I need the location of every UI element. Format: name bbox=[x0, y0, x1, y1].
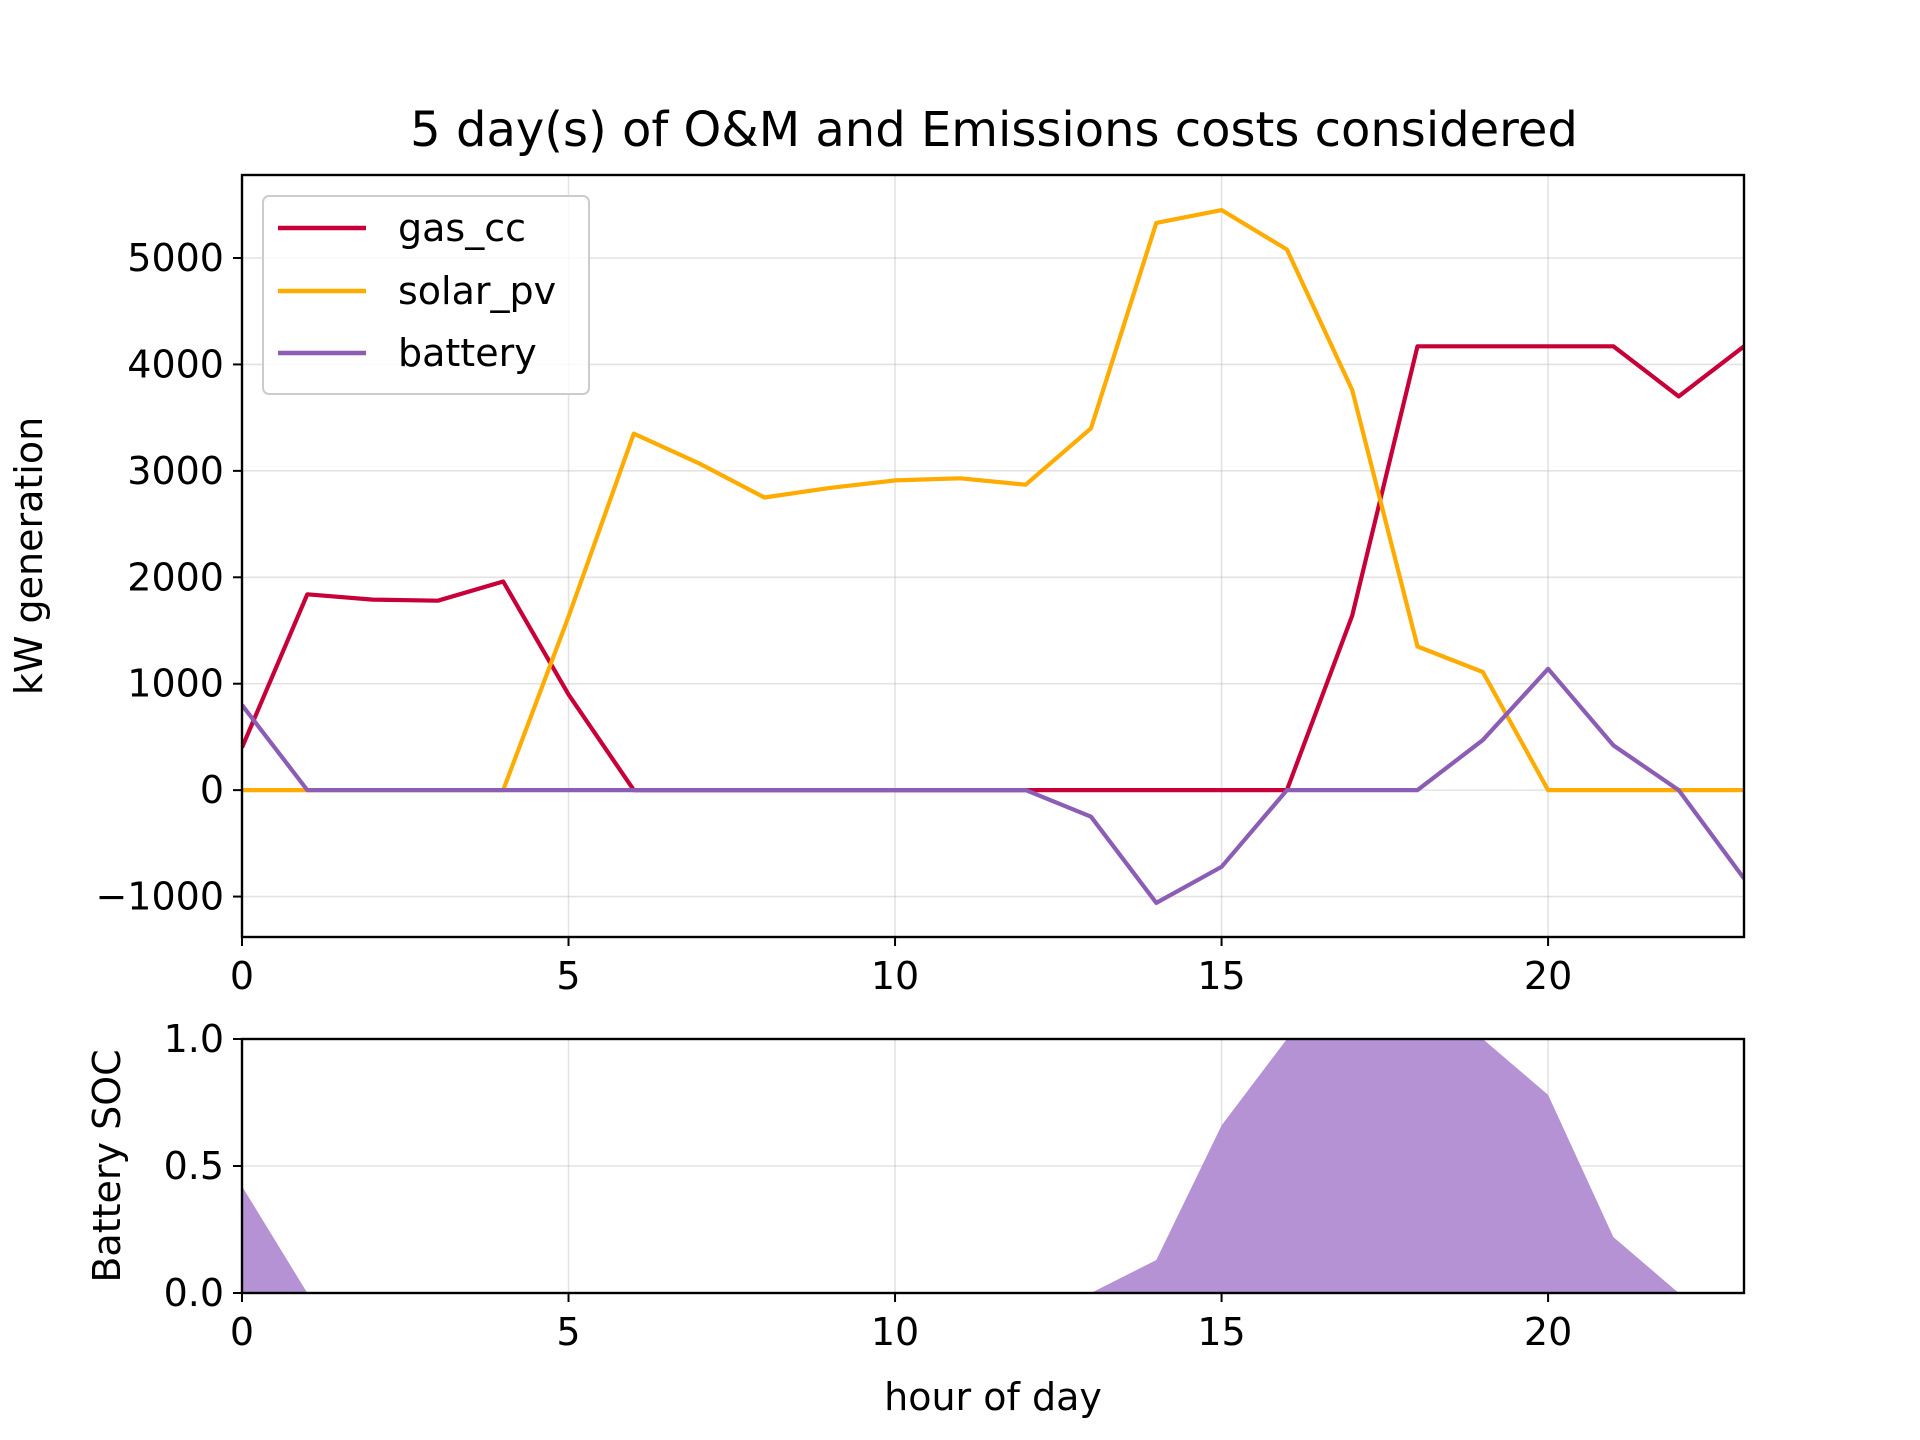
chart-title: 5 day(s) of O&M and Emissions costs cons… bbox=[410, 102, 1578, 158]
bottom-plot-y-ticks: 0.0 0.5 1.0 bbox=[164, 1017, 242, 1315]
top-plot-x-tick-label: 5 bbox=[556, 954, 580, 998]
bottom-plot-x-tick-label: 0 bbox=[230, 1310, 254, 1354]
top-plot-x-tick-label: 0 bbox=[230, 954, 254, 998]
top-plot-y-axis-label: kW generation bbox=[7, 417, 51, 695]
bottom-plot-x-tick-label: 15 bbox=[1197, 1310, 1245, 1354]
top-plot-y-tick-label: 3000 bbox=[127, 449, 224, 493]
top-plot-y-ticks: −1000 0 1000 2000 3000 4000 5000 bbox=[95, 236, 242, 919]
legend-label-solar-pv: solar_pv bbox=[398, 269, 556, 313]
top-plot-gridlines bbox=[241, 175, 1744, 937]
bottom-plot-x-axis-label: hour of day bbox=[884, 1375, 1102, 1419]
top-plot-y-tick-label: −1000 bbox=[95, 875, 224, 919]
legend-box bbox=[262, 195, 590, 395]
bottom-plot-x-tick-label: 10 bbox=[871, 1310, 919, 1354]
bottom-plot-y-tick-label: 0.0 bbox=[164, 1271, 224, 1315]
top-plot-y-tick-label: 5000 bbox=[127, 236, 224, 280]
bottom-plot: 0 5 10 15 20 0.0 0.5 1.0 Battery SOC hour of d… bbox=[85, 1017, 1746, 1419]
series-line-battery bbox=[242, 666, 1744, 906]
bottom-plot-y-tick-label: 0.5 bbox=[164, 1144, 224, 1188]
bottom-plot-x-tick-label: 5 bbox=[556, 1310, 580, 1354]
bottom-plot-x-tick-label: 20 bbox=[1524, 1310, 1572, 1354]
top-plot-y-tick-label: 2000 bbox=[127, 555, 224, 599]
top-plot-y-tick-label: 4000 bbox=[127, 342, 224, 386]
bottom-plot-y-tick-label: 1.0 bbox=[164, 1017, 224, 1061]
top-plot-x-tick-label: 20 bbox=[1524, 954, 1572, 998]
bottom-plot-series bbox=[242, 1039, 1744, 1293]
legend-label-battery: battery bbox=[398, 331, 537, 375]
battery-soc-area bbox=[242, 1039, 1744, 1293]
top-plot-y-tick-label: 1000 bbox=[127, 662, 224, 706]
legend: gas_cc solar_pv battery bbox=[262, 195, 590, 395]
top-plot-x-tick-label: 15 bbox=[1197, 954, 1245, 998]
bottom-plot-y-axis-label: Battery SOC bbox=[85, 1049, 129, 1282]
top-plot-series bbox=[242, 208, 1744, 906]
bottom-plot-x-ticks: 0 5 10 15 20 bbox=[230, 1293, 1572, 1354]
top-plot-x-ticks: 0 5 10 15 20 bbox=[230, 937, 1572, 998]
legend-label-gas-cc: gas_cc bbox=[398, 206, 526, 250]
top-plot-frame bbox=[240, 173, 1746, 939]
top-plot-y-tick-label: 0 bbox=[200, 768, 224, 812]
top-plot-x-tick-label: 10 bbox=[871, 954, 919, 998]
